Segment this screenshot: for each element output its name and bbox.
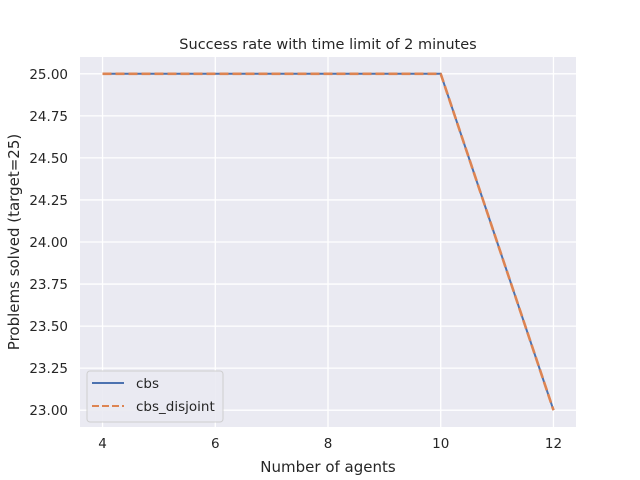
x-tick-label: 4 [98,436,107,452]
y-tick-label: 24.25 [29,193,68,209]
legend-label-cbs: cbs [136,376,159,392]
y-tick-label: 24.00 [29,235,68,251]
y-ticks: 23.00 23.25 23.50 23.75 24.00 24.25 24.50 24.75… [29,67,68,419]
series-line-cbs-disjoint [102,72,555,411]
x-tick-label: 8 [324,436,333,452]
legend: cbs cbs_disjoint [86,370,224,423]
y-tick-label: 23.25 [29,361,68,377]
legend-label-cbs-disjoint: cbs_disjoint [136,399,215,415]
chart-title: Success rate with time limit of 2 minute… [179,37,476,53]
y-tick-label: 24.75 [29,109,68,125]
y-tick-label: 23.00 [29,403,68,419]
x-tick-label: 12 [545,436,562,452]
y-axis-label: Problems solved (target=25) [5,134,23,350]
series-group [102,72,555,411]
y-tick-label: 23.50 [29,319,68,335]
y-tick-label: 23.75 [29,277,68,293]
x-tick-label: 10 [432,436,449,452]
y-tick-label: 24.50 [29,151,68,167]
x-tick-label: 6 [211,436,220,452]
x-ticks: 4 6 8 10 12 [98,436,562,452]
x-axis-label: Number of agents [260,458,396,476]
y-tick-label: 25.00 [29,67,68,83]
